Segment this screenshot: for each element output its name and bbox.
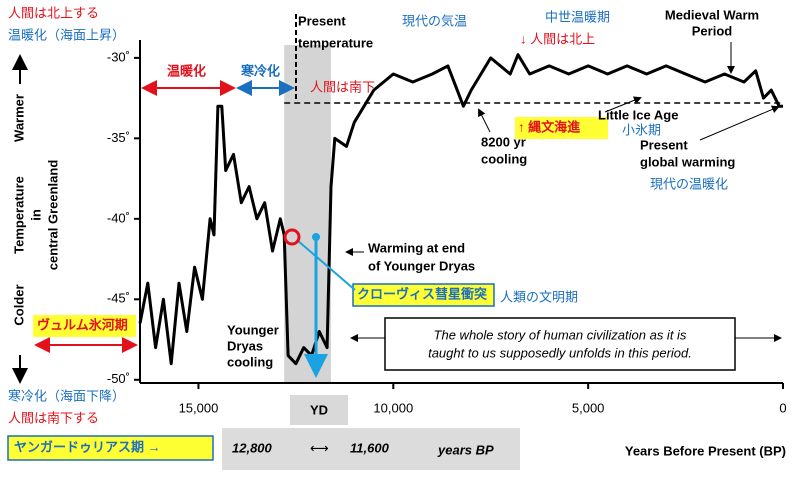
annotation: 11,600 bbox=[350, 440, 390, 455]
annotation: YD bbox=[310, 402, 328, 417]
jomon-box bbox=[515, 117, 608, 139]
annotation: 12,800 bbox=[232, 440, 273, 455]
x-tick-label: 15,000 bbox=[179, 400, 219, 415]
arrow-8200 bbox=[478, 108, 491, 133]
yd-band bbox=[284, 45, 331, 383]
annotation: 人間は南下 bbox=[310, 79, 375, 94]
y-tick-label: -50˚ bbox=[107, 371, 130, 386]
annotation: Younger bbox=[227, 322, 279, 337]
annotation: 現代の気温 bbox=[402, 13, 467, 28]
annotation: Warming at end bbox=[368, 240, 465, 255]
y-axis-label: central Greenland bbox=[45, 160, 60, 271]
annotation: 人類の文明期 bbox=[500, 289, 578, 304]
arrows bbox=[34, 14, 782, 353]
annotation: temperature bbox=[298, 35, 373, 50]
yd-box bbox=[290, 395, 348, 425]
backgrounds bbox=[7, 45, 736, 470]
annotation: Present bbox=[640, 137, 688, 152]
annotation: ヴュルム氷河期 bbox=[37, 317, 128, 332]
x-axis-label: Years Before Present (BP) bbox=[625, 443, 786, 458]
annotation: ⟷ bbox=[310, 440, 329, 455]
annotation: taught to us supposedly unfolds in this … bbox=[428, 345, 692, 360]
x-tick-label: 0 bbox=[779, 400, 786, 415]
y-axis-label: Warmer bbox=[11, 94, 26, 142]
wurm-box bbox=[33, 315, 136, 337]
annotation: 寒冷化（海面下降） bbox=[8, 388, 125, 403]
annotation: 温暖化（海面上昇） bbox=[8, 27, 125, 42]
impact-circle bbox=[283, 228, 301, 246]
annotation: ↑ 縄文海進 bbox=[518, 119, 580, 134]
annotation: 人間は南下する bbox=[8, 410, 99, 425]
x-tick-label: 5,000 bbox=[572, 400, 605, 415]
annotation: cooling bbox=[227, 354, 273, 369]
y-tick-label: -35˚ bbox=[107, 130, 130, 145]
y-tick-label: -40˚ bbox=[107, 210, 130, 225]
y-tick-label: -45˚ bbox=[107, 291, 130, 306]
y-axis-label: Temperature bbox=[11, 176, 26, 254]
temperature-line bbox=[138, 53, 783, 366]
annotation: years BP bbox=[437, 442, 494, 457]
annotation: Dryas bbox=[227, 338, 263, 353]
annotation: ヤンガードゥリアス期 → bbox=[14, 439, 161, 454]
range-box bbox=[222, 428, 520, 470]
x-tick-label: 10,000 bbox=[373, 400, 413, 415]
annotation: global warming bbox=[640, 154, 735, 169]
annotation: cooling bbox=[481, 151, 527, 166]
annotation: 8200 yr bbox=[481, 134, 526, 149]
annotation: クローヴィス彗星衝突 bbox=[357, 286, 487, 301]
annotation: 小氷期 bbox=[622, 122, 661, 137]
civilization-box bbox=[384, 317, 736, 371]
y-tick-label: -30˚ bbox=[107, 49, 130, 64]
annotation: of Younger Dryas bbox=[368, 258, 475, 273]
annotation: ↓ 人間は北上 bbox=[520, 31, 595, 46]
annotation: 人間は北上する bbox=[8, 5, 99, 20]
annotation: Period bbox=[692, 23, 733, 38]
yd-jp-box bbox=[7, 435, 214, 461]
clovis-box bbox=[352, 283, 495, 307]
arrow-lia bbox=[604, 96, 642, 113]
annotation: 寒冷化 bbox=[240, 63, 280, 78]
annotation: Medieval Warm bbox=[665, 7, 759, 22]
annotation: Present bbox=[298, 13, 346, 28]
annotation: 中世温暖期 bbox=[545, 9, 610, 24]
y-axis-label: Colder bbox=[11, 284, 26, 325]
arrow-gw bbox=[699, 105, 780, 141]
impact-dot bbox=[312, 233, 320, 241]
annotation: 温暖化 bbox=[167, 63, 206, 78]
annotation: 現代の温暖化 bbox=[650, 176, 728, 191]
annotation: The whole story of human civilization as… bbox=[434, 327, 687, 342]
impact-link bbox=[296, 239, 356, 291]
annotation: Little Ice Age bbox=[598, 107, 678, 122]
y-axis-label: in bbox=[28, 209, 43, 221]
